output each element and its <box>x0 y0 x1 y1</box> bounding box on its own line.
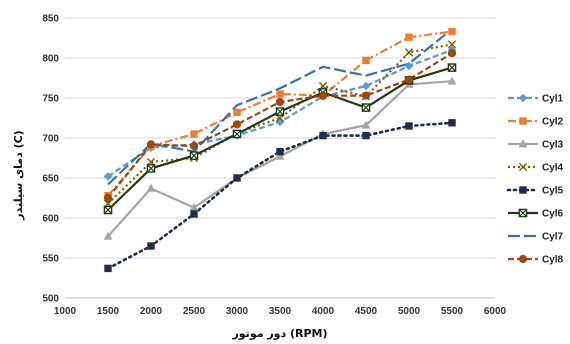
data-point-cyl5 <box>319 131 327 140</box>
data-point-cyl1 <box>404 61 414 71</box>
legend-item-cyl4: Cyl4 <box>508 163 564 174</box>
legend-marker <box>519 186 527 194</box>
legend-marker <box>518 254 528 264</box>
legend-item-cyl1: Cyl1 <box>508 94 564 105</box>
legend-marker <box>518 139 528 148</box>
data-point-cyl2 <box>405 33 413 41</box>
x-tick-label: 1500 <box>97 306 120 317</box>
legend-label: Cyl1 <box>542 94 564 105</box>
legend-item-cyl3: Cyl3 <box>508 139 564 151</box>
data-point-cyl4 <box>404 48 414 57</box>
data-point-cyl3 <box>146 183 156 192</box>
x-tick-label: 3000 <box>226 306 249 317</box>
data-point-cyl5 <box>233 174 241 182</box>
data-point-cyl2 <box>276 90 284 98</box>
data-point-cyl2 <box>233 108 241 117</box>
legend-item-cyl6: Cyl6 <box>508 209 564 220</box>
legend-item-cyl2: Cyl2 <box>508 117 564 128</box>
data-point-cyl1 <box>361 81 371 91</box>
data-point-cyl8 <box>318 91 328 100</box>
x-tick-label: 2000 <box>140 306 163 317</box>
data-point-cyl6 <box>189 151 199 160</box>
data-point-cyl6 <box>103 205 113 215</box>
legend-marker <box>518 208 528 218</box>
y-tick-label: 800 <box>42 54 59 65</box>
legend-marker <box>518 93 528 103</box>
x-tick-label: 3500 <box>269 306 292 317</box>
data-point-cyl5 <box>276 147 284 156</box>
data-point-cyl8 <box>404 75 414 84</box>
x-tick-label: 1000 <box>54 306 77 317</box>
legend-label: Cyl2 <box>542 117 564 128</box>
legend-label: Cyl8 <box>542 255 564 266</box>
y-axis-label: دمای سیلندر (C) <box>12 130 25 220</box>
y-tick-label: 700 <box>42 134 59 145</box>
data-point-cyl3 <box>361 120 371 129</box>
y-tick-label: 550 <box>42 254 59 265</box>
data-point-cyl6 <box>275 107 285 116</box>
legend-item-cyl7: Cyl7 <box>508 232 564 243</box>
x-tick-label: 6000 <box>484 306 507 317</box>
y-tick-label: 650 <box>42 174 59 185</box>
data-point-cyl8 <box>275 97 285 107</box>
legend-label: Cyl6 <box>542 209 564 220</box>
legend-label: Cyl7 <box>542 232 564 243</box>
y-tick-label: 750 <box>42 94 59 105</box>
x-tick-label: 5500 <box>441 306 464 317</box>
x-tick-label: 4500 <box>355 306 378 317</box>
data-point-cyl1 <box>103 172 113 181</box>
data-point-cyl3 <box>103 231 113 240</box>
legend-label: Cyl3 <box>542 140 564 151</box>
gridlines <box>65 17 495 259</box>
y-tick-label: 500 <box>42 294 59 305</box>
series-line-cyl7 <box>107 28 453 186</box>
data-point-cyl2 <box>190 130 198 138</box>
data-point-cyl5 <box>190 210 198 218</box>
x-tick-label: 5000 <box>398 306 421 317</box>
series-markers <box>103 27 457 273</box>
y-tick-label: 850 <box>42 14 59 25</box>
data-point-cyl5 <box>147 242 155 250</box>
data-point-cyl6 <box>361 103 371 112</box>
series-line-cyl2 <box>107 30 453 197</box>
x-axis-label: دور موتور (RPM) <box>231 327 327 340</box>
data-point-cyl6 <box>146 164 156 173</box>
data-point-cyl8 <box>146 140 156 149</box>
data-point-cyl5 <box>405 122 413 130</box>
data-point-cyl8 <box>103 193 113 203</box>
legend-marker <box>518 162 528 172</box>
data-point-cyl2 <box>448 27 456 36</box>
series-line-cyl5 <box>106 121 454 270</box>
data-point-cyl4 <box>447 40 457 49</box>
y-tick-labels: 500 550 600 650 700 750 800 850 <box>42 14 59 305</box>
x-tick-label: 4000 <box>312 306 335 317</box>
data-point-cyl8 <box>361 91 371 100</box>
data-point-cyl2 <box>362 56 370 65</box>
data-point-cyl3 <box>447 76 457 85</box>
data-point-cyl3 <box>275 151 285 160</box>
data-point-cyl5 <box>448 119 456 127</box>
legend-item-cyl8: Cyl8 <box>508 255 564 266</box>
legend-item-cyl5: Cyl5 <box>506 186 564 197</box>
data-point-cyl6 <box>232 129 242 139</box>
data-point-cyl8 <box>189 141 199 151</box>
legend-label: Cyl5 <box>542 186 564 197</box>
data-point-cyl8 <box>447 49 457 58</box>
data-point-cyl8 <box>232 120 242 129</box>
x-tick-label: 2500 <box>183 306 206 317</box>
legend-label: Cyl4 <box>542 163 564 174</box>
x-tick-labels: 1000 1500 2000 2500 3000 3500 4000 4500 5000 5500… <box>54 306 507 317</box>
y-tick-label: 600 <box>42 214 59 225</box>
data-point-cyl6 <box>447 63 457 72</box>
legend: Cyl1 Cyl2 Cyl3 Cyl4 Cyl5 Cyl6 Cyl7 Cyl8 <box>506 94 564 266</box>
legend-marker <box>519 117 527 125</box>
data-point-cyl5 <box>104 264 112 273</box>
data-point-cyl5 <box>362 131 370 140</box>
